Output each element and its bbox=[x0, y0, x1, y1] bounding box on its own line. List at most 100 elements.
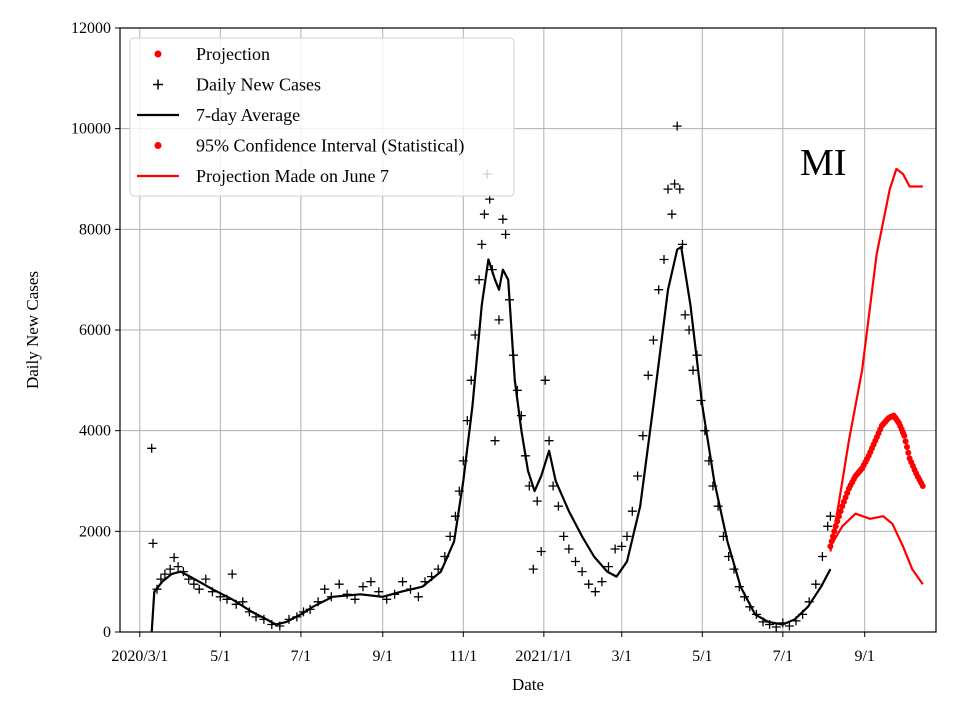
case-marker bbox=[244, 607, 254, 617]
series-1 bbox=[829, 167, 923, 552]
case-marker bbox=[729, 564, 739, 574]
case-marker bbox=[251, 612, 261, 622]
case-marker bbox=[156, 574, 166, 584]
case-marker bbox=[267, 620, 277, 629]
case-marker bbox=[692, 350, 702, 360]
case-marker bbox=[479, 209, 489, 219]
y-tick-label: 0 bbox=[103, 624, 111, 641]
legend: Projection Daily New Cases 7-day Average 95… bbox=[129, 37, 515, 197]
case-marker bbox=[590, 587, 600, 597]
case-marker bbox=[680, 310, 690, 320]
legend-label: 7-day Average bbox=[196, 105, 300, 125]
case-marker bbox=[189, 579, 199, 589]
case-marker bbox=[148, 538, 158, 548]
case-marker bbox=[466, 375, 476, 385]
case-marker bbox=[610, 544, 620, 554]
case-marker bbox=[564, 544, 574, 554]
case-marker bbox=[184, 574, 194, 584]
x-tick-label: 7/1 bbox=[291, 648, 311, 665]
case-marker bbox=[470, 330, 480, 340]
x-tick-label: 7/1 bbox=[773, 648, 793, 665]
case-marker bbox=[627, 506, 637, 516]
projection-point bbox=[902, 438, 909, 445]
case-marker bbox=[320, 584, 330, 594]
x-tick-label: 3/1 bbox=[612, 648, 632, 665]
case-marker bbox=[548, 481, 558, 491]
case-marker bbox=[678, 239, 687, 249]
case-marker bbox=[445, 531, 455, 541]
case-marker bbox=[165, 564, 175, 574]
case-marker bbox=[798, 609, 808, 619]
series-4 bbox=[147, 121, 835, 632]
case-marker bbox=[382, 594, 392, 604]
data-layer bbox=[147, 121, 926, 633]
legend-item: 7-day Average bbox=[137, 105, 300, 125]
case-marker bbox=[617, 541, 627, 551]
case-marker bbox=[238, 597, 248, 607]
legend-label: Projection Made on June 7 bbox=[196, 166, 389, 186]
case-marker bbox=[450, 511, 460, 521]
axis-ticks: 0 2000 4000 6000 8000 10000 12000 2020/3/1 5/1 7/… bbox=[71, 20, 875, 665]
case-marker bbox=[427, 572, 437, 582]
projection-point bbox=[832, 523, 839, 530]
case-marker bbox=[654, 285, 664, 295]
x-axis-label: Date bbox=[512, 675, 544, 694]
case-marker bbox=[659, 255, 669, 264]
case-marker bbox=[222, 594, 232, 604]
case-marker bbox=[406, 584, 415, 594]
case-marker bbox=[758, 617, 768, 627]
case-marker bbox=[643, 370, 653, 380]
case-marker bbox=[765, 620, 775, 629]
case-marker bbox=[194, 584, 204, 594]
case-marker bbox=[544, 436, 554, 446]
case-marker bbox=[633, 471, 643, 481]
case-marker bbox=[275, 621, 285, 631]
legend-label: 95% Confidence Interval (Statistical) bbox=[196, 136, 464, 157]
case-marker bbox=[490, 436, 500, 446]
case-marker bbox=[771, 622, 781, 632]
case-marker bbox=[390, 589, 400, 599]
case-marker bbox=[413, 592, 423, 602]
state-annotation: MI bbox=[800, 142, 846, 184]
projection-point bbox=[919, 483, 926, 490]
legend-item: Projection Made on June 7 bbox=[137, 166, 389, 186]
case-marker bbox=[804, 597, 814, 607]
case-marker bbox=[169, 553, 179, 562]
projection-point bbox=[830, 533, 836, 540]
case-marker bbox=[326, 592, 336, 602]
case-marker bbox=[604, 562, 613, 572]
case-marker bbox=[454, 486, 464, 496]
x-tick-label: 2020/3/1 bbox=[111, 648, 168, 665]
case-marker bbox=[358, 582, 368, 592]
case-marker bbox=[740, 592, 749, 602]
case-marker bbox=[817, 552, 827, 561]
case-marker bbox=[536, 547, 546, 556]
case-marker bbox=[718, 531, 728, 541]
legend-dot-icon bbox=[154, 142, 162, 149]
case-marker bbox=[152, 584, 162, 594]
y-tick-label: 4000 bbox=[79, 423, 111, 440]
case-marker bbox=[597, 577, 607, 587]
x-tick-label: 5/1 bbox=[692, 648, 712, 665]
series-3 bbox=[827, 412, 926, 550]
y-tick-label: 10000 bbox=[71, 121, 111, 138]
case-marker bbox=[823, 521, 833, 531]
case-marker bbox=[305, 604, 315, 614]
case-marker bbox=[825, 511, 835, 521]
legend-item: Daily New Cases bbox=[153, 75, 321, 95]
case-marker bbox=[688, 365, 698, 375]
case-marker bbox=[215, 592, 225, 602]
y-tick-label: 2000 bbox=[79, 523, 111, 540]
case-marker bbox=[559, 531, 569, 541]
case-marker bbox=[458, 456, 468, 466]
case-marker bbox=[584, 579, 594, 589]
case-marker bbox=[350, 594, 360, 604]
case-marker bbox=[553, 501, 563, 511]
case-marker bbox=[509, 350, 518, 360]
case-marker bbox=[571, 557, 580, 566]
case-marker bbox=[178, 567, 188, 577]
case-marker bbox=[524, 481, 534, 491]
projection-point bbox=[828, 538, 835, 545]
case-marker bbox=[520, 451, 530, 461]
